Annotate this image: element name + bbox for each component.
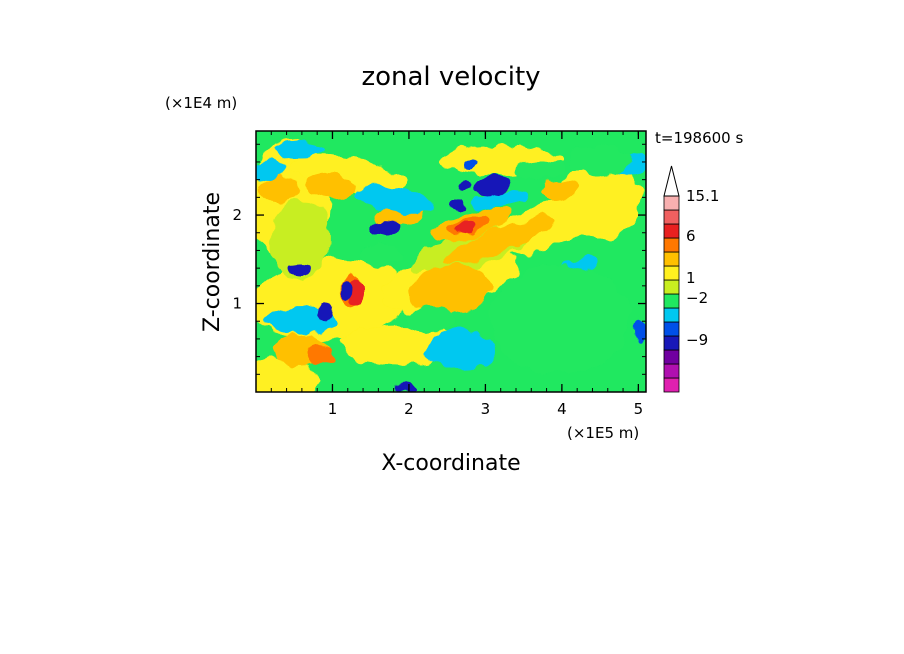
x-tick-label: 4 xyxy=(557,400,567,418)
contour-blob xyxy=(464,160,476,170)
colorbar-swatch xyxy=(663,251,680,267)
contour-blob xyxy=(459,180,471,190)
contour-blob xyxy=(443,216,557,264)
contour-blob xyxy=(395,383,415,392)
contour-blob xyxy=(634,318,646,342)
contour-blob xyxy=(455,222,475,234)
y-axis: 12 xyxy=(232,143,646,375)
x-tick-label: 5 xyxy=(634,400,644,418)
contour-blob xyxy=(290,156,410,194)
contour-blob xyxy=(560,160,640,240)
x-unit-label: (×1E5 m) xyxy=(567,424,639,442)
contour-blob xyxy=(256,160,288,180)
colorbar-swatch xyxy=(663,377,680,393)
x-tick-label: 3 xyxy=(481,400,491,418)
contour-blob xyxy=(405,308,455,332)
colorbar-swatch xyxy=(663,293,680,309)
contour-blob xyxy=(410,264,490,316)
colorbar-label: 15.1 xyxy=(686,187,719,205)
y-tick-label: 1 xyxy=(232,295,242,313)
contour-blob xyxy=(425,330,495,370)
contour-blob xyxy=(360,245,400,265)
time-label: t=198600 s xyxy=(655,129,743,147)
colorbar-swatch xyxy=(663,237,680,253)
contour-blobs xyxy=(256,140,646,392)
colorbar-swatch xyxy=(663,195,680,211)
colorbar-swatch xyxy=(663,307,680,323)
colorbar-label: −9 xyxy=(686,331,708,349)
colorbar-swatch xyxy=(663,321,680,337)
contour-blob xyxy=(317,300,333,324)
contour-blob xyxy=(305,172,355,198)
contour-blob xyxy=(339,278,351,302)
colorbar-swatch xyxy=(663,223,680,239)
contour-blob xyxy=(570,145,630,175)
x-tick-label: 2 xyxy=(404,400,414,418)
colorbar-swatch xyxy=(663,349,680,365)
colorbar-label: 1 xyxy=(686,269,696,287)
contour-blob xyxy=(290,264,310,276)
contour-field xyxy=(256,131,646,392)
x-tick-label: 1 xyxy=(328,400,338,418)
contour-blob xyxy=(470,190,530,210)
contour-blob xyxy=(347,280,363,304)
y-tick-label: 2 xyxy=(232,206,242,224)
plot-frame xyxy=(255,130,647,393)
chart-title: zonal velocity xyxy=(361,62,540,92)
colorbar: 15.1 6 1 −2 −9 xyxy=(663,165,719,393)
colorbar-top-arrow xyxy=(663,165,680,197)
y-axis-label: Z-coordinate xyxy=(200,192,225,332)
colorbar-swatch xyxy=(663,335,680,351)
colorbar-swatch xyxy=(663,363,680,379)
contour-blob xyxy=(260,178,300,202)
contour-blob xyxy=(447,200,463,210)
x-axis: 1 2 3 4 5 xyxy=(270,131,644,418)
colorbar-swatch xyxy=(663,279,680,295)
contour-blob xyxy=(355,186,435,214)
contour-blob xyxy=(256,360,320,392)
contour-blob xyxy=(306,345,334,365)
colorbar-label: 6 xyxy=(686,227,696,245)
colorbar-swatch xyxy=(663,209,680,225)
contour-blob xyxy=(540,180,580,200)
contour-blob xyxy=(270,200,330,280)
x-axis-label: X-coordinate xyxy=(381,451,520,476)
colorbar-label: −2 xyxy=(686,289,708,307)
contour-blob xyxy=(490,265,630,375)
contour-blob xyxy=(275,142,325,158)
contour-blob xyxy=(371,221,399,235)
y-unit-label: (×1E4 m) xyxy=(165,94,237,112)
contour-blob xyxy=(474,174,510,196)
colorbar-swatch xyxy=(663,265,680,281)
contour-blob xyxy=(515,160,565,180)
